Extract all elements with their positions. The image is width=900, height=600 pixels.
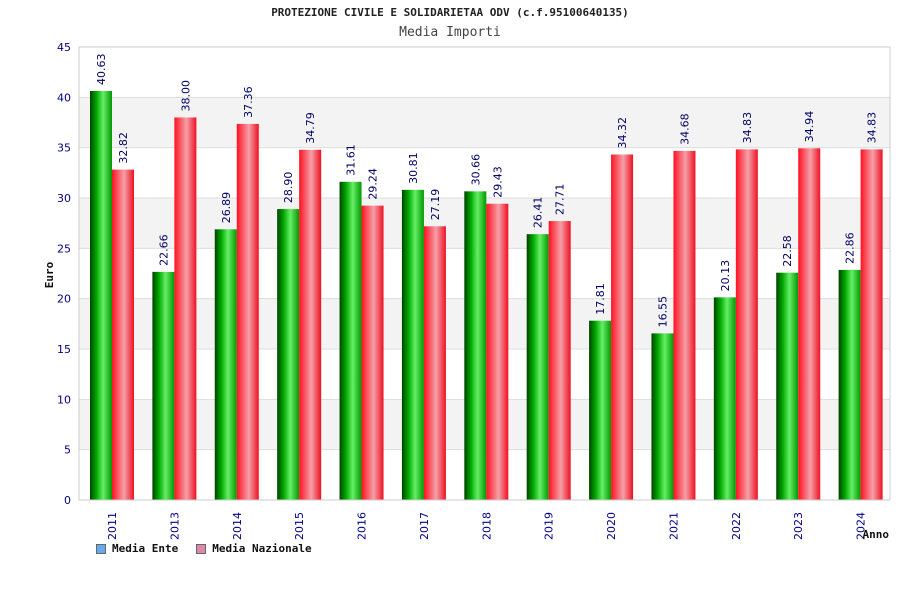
data-label: 32.82 bbox=[117, 132, 130, 164]
x-tick-label: 2011 bbox=[106, 512, 119, 540]
data-label: 27.71 bbox=[554, 184, 567, 216]
bar-media-nazionale-2016 bbox=[361, 205, 384, 500]
data-label: 17.81 bbox=[594, 283, 607, 315]
bar-media-nazionale-2022 bbox=[735, 149, 758, 501]
y-tick-label: 10 bbox=[57, 393, 71, 406]
chart-subtitle: Media Importi bbox=[399, 25, 501, 40]
plot-border bbox=[78, 46, 891, 501]
data-label: 20.13 bbox=[719, 260, 732, 292]
bar-media-nazionale-2019 bbox=[548, 221, 571, 500]
bar-media-nazionale-2018 bbox=[486, 203, 509, 500]
y-tick-label: 15 bbox=[57, 343, 71, 356]
bar-media-ente-2021 bbox=[651, 333, 674, 500]
x-tick-label: 2022 bbox=[730, 512, 743, 540]
bar-media-nazionale-2011 bbox=[112, 169, 134, 500]
data-label: 26.41 bbox=[532, 197, 545, 229]
y-tick-label: 0 bbox=[64, 494, 71, 507]
y-tick-label: 30 bbox=[57, 192, 71, 205]
bar-media-ente-2018 bbox=[464, 191, 487, 500]
bar-media-ente-2014 bbox=[214, 229, 237, 501]
bar-media-ente-2011 bbox=[90, 90, 112, 500]
x-tick-label: 2021 bbox=[667, 512, 680, 540]
bar-media-ente-2019 bbox=[526, 234, 549, 500]
data-label: 22.66 bbox=[157, 234, 170, 266]
data-label: 16.55 bbox=[656, 296, 669, 328]
x-tick-label: 2017 bbox=[418, 512, 431, 540]
bar-media-nazionale-2013 bbox=[174, 117, 197, 500]
x-tick-label: 2013 bbox=[168, 512, 181, 540]
bar-media-nazionale-2015 bbox=[299, 149, 322, 500]
x-tick-label: 2015 bbox=[293, 512, 306, 540]
y-tick-label: 40 bbox=[57, 91, 71, 104]
bar-media-nazionale-2023 bbox=[798, 148, 821, 500]
x-tick-label: 2019 bbox=[543, 512, 556, 540]
chart-title: PROTEZIONE CIVILE E SOLIDARIETAA ODV (c.… bbox=[271, 6, 629, 19]
data-label: 26.89 bbox=[220, 192, 233, 224]
data-label: 34.32 bbox=[616, 117, 629, 149]
data-label: 40.63 bbox=[95, 53, 108, 85]
y-tick-label: 35 bbox=[57, 142, 71, 155]
x-tick-label: 2024 bbox=[855, 512, 868, 540]
x-tick-label: 2020 bbox=[605, 512, 618, 540]
data-label: 37.36 bbox=[242, 86, 255, 118]
data-label: 30.81 bbox=[407, 152, 420, 184]
data-label: 34.83 bbox=[866, 112, 879, 144]
grid-band bbox=[79, 97, 890, 148]
bar-media-nazionale-2020 bbox=[611, 154, 634, 500]
legend-swatch-media-nazionale bbox=[196, 543, 207, 554]
legend-swatch-media-ente bbox=[96, 543, 106, 554]
bar-media-nazionale-2024 bbox=[860, 149, 883, 501]
legend: Media Ente Media Nazionale bbox=[96, 542, 312, 555]
data-label: 34.68 bbox=[678, 113, 691, 145]
data-label: 29.43 bbox=[491, 166, 504, 198]
data-label: 34.94 bbox=[803, 111, 816, 143]
data-label: 28.90 bbox=[282, 172, 295, 204]
data-label: 22.58 bbox=[781, 235, 794, 267]
x-tick-label: 2014 bbox=[231, 512, 244, 540]
bar-media-ente-2023 bbox=[776, 272, 799, 500]
y-tick-label: 25 bbox=[57, 242, 71, 255]
y-axis-label: Euro bbox=[43, 261, 56, 288]
y-tick-label: 20 bbox=[57, 293, 71, 306]
bar-media-ente-2016 bbox=[339, 181, 362, 500]
bar-media-ente-2015 bbox=[277, 209, 300, 500]
x-tick-label: 2023 bbox=[792, 512, 805, 540]
data-label: 30.66 bbox=[469, 154, 482, 186]
data-label: 27.19 bbox=[429, 189, 442, 221]
x-axis-label: Anno bbox=[863, 528, 890, 541]
legend-item-media-ente: Media Ente bbox=[96, 542, 178, 555]
legend-item-media-nazionale: Media Nazionale bbox=[196, 542, 312, 555]
bar-media-ente-2022 bbox=[713, 297, 736, 500]
y-tick-label: 45 bbox=[57, 41, 71, 54]
data-label: 38.00 bbox=[179, 80, 192, 112]
data-label: 34.83 bbox=[741, 112, 754, 144]
data-label: 29.24 bbox=[367, 168, 380, 200]
bar-media-ente-2020 bbox=[589, 320, 612, 500]
bar-media-nazionale-2014 bbox=[236, 123, 259, 500]
x-tick-label: 2018 bbox=[480, 512, 493, 540]
data-label: 34.79 bbox=[304, 112, 317, 144]
legend-label-media-ente: Media Ente bbox=[112, 542, 179, 555]
bar-media-nazionale-2017 bbox=[423, 226, 446, 500]
x-tick-label: 2016 bbox=[356, 512, 369, 540]
data-label: 22.86 bbox=[844, 232, 857, 264]
grid-band bbox=[79, 147, 890, 198]
bar-media-nazionale-2021 bbox=[673, 150, 696, 500]
data-label: 31.61 bbox=[345, 144, 358, 176]
bar-media-ente-2013 bbox=[152, 271, 175, 500]
grid-band bbox=[79, 47, 890, 98]
bar-media-ente-2017 bbox=[401, 189, 424, 500]
y-tick-label: 5 bbox=[64, 444, 71, 457]
legend-label-media-nazionale: Media Nazionale bbox=[212, 542, 312, 555]
bar-media-ente-2024 bbox=[838, 269, 861, 500]
